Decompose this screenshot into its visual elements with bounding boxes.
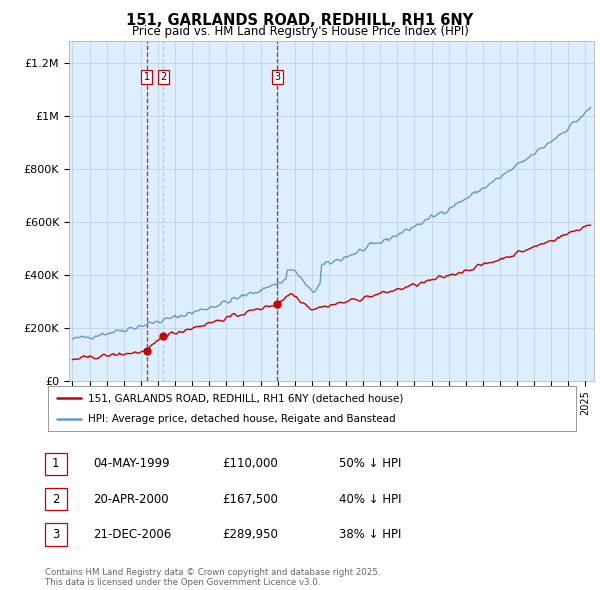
Text: Price paid vs. HM Land Registry's House Price Index (HPI): Price paid vs. HM Land Registry's House … [131,25,469,38]
Text: 2: 2 [52,493,59,506]
Text: 04-MAY-1999: 04-MAY-1999 [93,457,170,470]
Text: 21-DEC-2006: 21-DEC-2006 [93,528,171,541]
Text: £289,950: £289,950 [222,528,278,541]
Text: 151, GARLANDS ROAD, REDHILL, RH1 6NY (detached house): 151, GARLANDS ROAD, REDHILL, RH1 6NY (de… [88,394,403,404]
Text: 1: 1 [52,457,59,470]
Text: 38% ↓ HPI: 38% ↓ HPI [339,528,401,541]
Text: £167,500: £167,500 [222,493,278,506]
Text: £110,000: £110,000 [222,457,278,470]
Text: Contains HM Land Registry data © Crown copyright and database right 2025.
This d: Contains HM Land Registry data © Crown c… [45,568,380,587]
Text: 20-APR-2000: 20-APR-2000 [93,493,169,506]
Text: 3: 3 [274,72,280,82]
Text: 3: 3 [52,528,59,541]
Text: 2: 2 [160,72,166,82]
Text: 151, GARLANDS ROAD, REDHILL, RH1 6NY: 151, GARLANDS ROAD, REDHILL, RH1 6NY [127,13,473,28]
Text: 50% ↓ HPI: 50% ↓ HPI [339,457,401,470]
Text: 40% ↓ HPI: 40% ↓ HPI [339,493,401,506]
Text: 1: 1 [144,72,150,82]
Text: HPI: Average price, detached house, Reigate and Banstead: HPI: Average price, detached house, Reig… [88,414,395,424]
